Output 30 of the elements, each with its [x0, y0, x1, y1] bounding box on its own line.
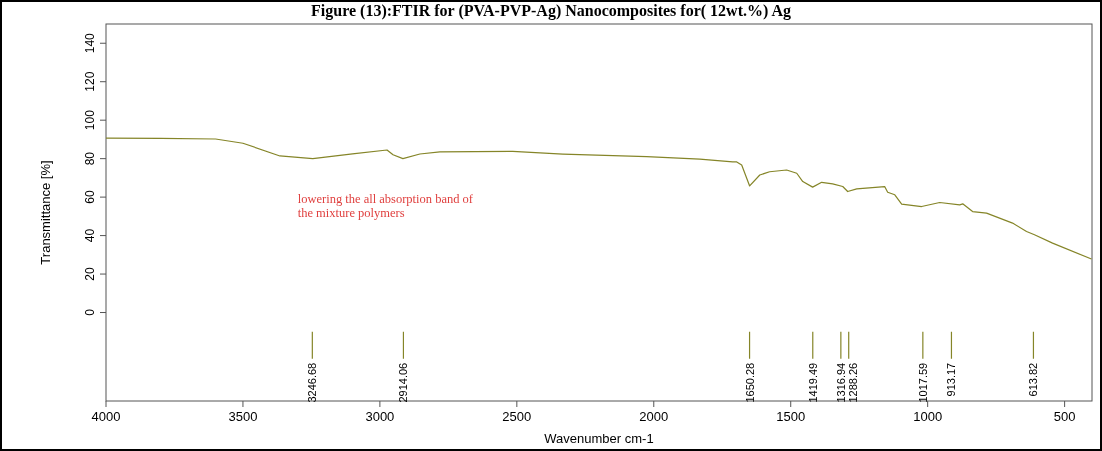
- y-tick-label: 60: [83, 190, 97, 204]
- y-tick-label: 0: [83, 308, 97, 316]
- ref-line-label: 1316.94: [834, 362, 847, 403]
- y-tick-label: 40: [83, 228, 97, 243]
- y-tick-label: 100: [83, 109, 97, 131]
- x-tick-label: 3500: [228, 409, 258, 424]
- y-tick-label: 80: [83, 151, 97, 166]
- ref-line-label: 913.17: [945, 362, 958, 397]
- x-axis-title: Wavenumber cm-1: [544, 431, 654, 446]
- y-axis-title: Transmittance [%]: [38, 160, 53, 265]
- y-tick-label: 120: [83, 71, 97, 92]
- ref-line-label: 1017.59: [916, 362, 929, 403]
- ref-line-label: 3246.68: [306, 362, 319, 403]
- x-tick-label: 2000: [639, 409, 669, 424]
- line-series: [105, 137, 1093, 260]
- ref-line-label: 1419.49: [806, 362, 819, 403]
- x-tick-label: 2500: [502, 409, 532, 424]
- x-tick-label: 3000: [365, 409, 395, 424]
- x-tick-label: 4000: [91, 409, 121, 424]
- x-tick-label: 500: [1053, 409, 1076, 424]
- ref-line-label: 2914.06: [397, 362, 410, 403]
- chart-title: Figure (13):FTIR for (PVA-PVP-Ag) Nanocomposites for( 12wt.%) Ag: [311, 2, 791, 20]
- x-tick-label: 1500: [776, 409, 806, 424]
- ref-line-label: 1288.26: [846, 362, 859, 403]
- annotation: lowering the all absorption band of the mixture polymers: [297, 191, 474, 220]
- y-tick-label: 20: [83, 267, 97, 281]
- ref-line-label: 613.82: [1027, 362, 1040, 397]
- y-tick-label: 140: [83, 32, 97, 54]
- x-tick-label: 1000: [913, 409, 943, 424]
- ref-line-label: 1650.28: [743, 362, 756, 403]
